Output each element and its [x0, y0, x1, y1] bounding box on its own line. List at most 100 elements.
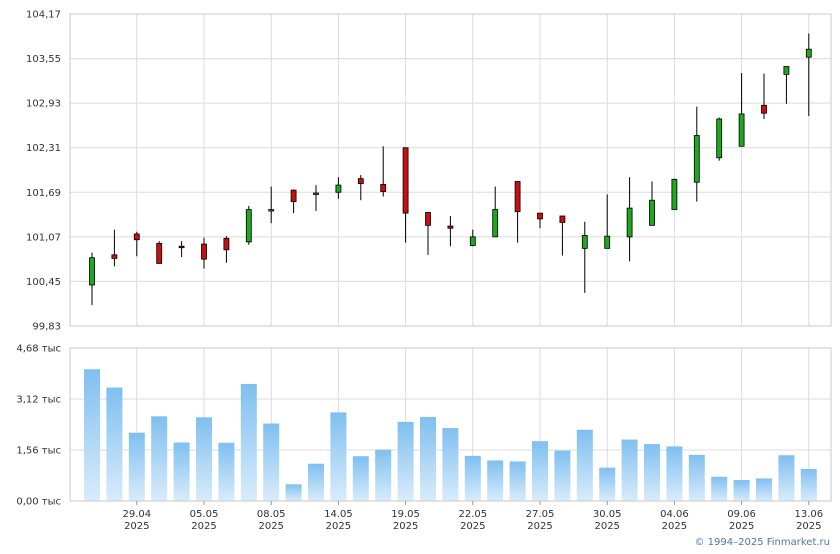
candle	[313, 185, 319, 211]
price-y-tick-label: 102,31	[26, 143, 61, 154]
volume-bar	[285, 484, 302, 501]
candle-body-down	[761, 104, 767, 114]
x-tick-label-year: 2025	[594, 521, 619, 532]
candle-body-up	[469, 236, 476, 246]
candle	[380, 146, 387, 197]
candle-body-up	[313, 192, 319, 195]
volume-bar	[397, 421, 414, 501]
candle-body-down	[402, 147, 409, 214]
x-tick-label-date: 04.06	[660, 509, 689, 520]
candle	[245, 205, 252, 245]
volume-y-tick-label: 4,68 тыс	[16, 344, 61, 355]
volume-y-tick-label: 0,00 тыс	[16, 497, 61, 508]
candle-body-down	[178, 245, 185, 249]
candle	[469, 229, 476, 247]
price-grid	[70, 13, 831, 327]
candle	[89, 252, 95, 306]
volume-y-tick-label: 3,12 тыс	[16, 395, 61, 406]
candle-body-down	[537, 212, 543, 220]
volume-bar	[711, 476, 728, 501]
volume-bar	[464, 455, 481, 501]
volume-y-axis-labels: 4,68 тыс 3,12 тыс 1,56 тыс 0,00 тыс	[16, 344, 61, 508]
candle-body-down	[357, 178, 364, 185]
volume-bar	[688, 454, 705, 501]
volume-bar	[352, 456, 369, 501]
x-tick-label-year: 2025	[393, 521, 418, 532]
volume-bar	[599, 467, 616, 501]
candle-body-down	[425, 212, 431, 226]
candle	[290, 189, 297, 214]
x-tick-label-year: 2025	[258, 521, 283, 532]
volume-bar	[240, 383, 257, 501]
x-tick-label-year: 2025	[662, 521, 687, 532]
candle	[111, 229, 118, 267]
x-tick-label-year: 2025	[729, 521, 754, 532]
price-candles	[89, 33, 812, 306]
candle	[133, 231, 140, 257]
candle	[223, 236, 230, 263]
candle-body-down	[290, 189, 297, 203]
x-tick-label-year: 2025	[124, 521, 149, 532]
x-tick-label-date: 05.05	[190, 509, 219, 520]
candle	[783, 66, 790, 104]
candle-body-up	[626, 207, 633, 238]
candle	[671, 178, 678, 210]
candle	[537, 212, 543, 229]
volume-bar	[218, 442, 235, 501]
price-y-tick-label: 101,07	[26, 232, 61, 243]
candle-body-down	[223, 237, 230, 251]
price-y-tick-label: 100,45	[26, 277, 61, 288]
x-tick-label-date: 14.05	[324, 509, 353, 520]
volume-bar	[576, 429, 593, 501]
candle-body-down	[111, 254, 118, 259]
candle	[761, 73, 767, 119]
volume-bar	[532, 441, 548, 501]
candle	[581, 221, 588, 293]
x-tick-label-date: 08.05	[257, 509, 286, 520]
volume-y-tick-label: 1,56 тыс	[16, 446, 61, 457]
volume-bar	[487, 460, 504, 501]
candle-body-up	[671, 178, 678, 210]
candle	[693, 106, 700, 202]
candle	[425, 212, 431, 255]
candle-body-up	[268, 209, 275, 212]
volume-bar	[196, 417, 212, 501]
candle-body-up	[581, 235, 588, 249]
candle	[805, 33, 812, 117]
candle	[492, 186, 499, 238]
price-y-tick-label: 101,69	[26, 188, 61, 199]
candle-body-up	[738, 113, 745, 147]
candle	[649, 181, 655, 226]
volume-bar	[800, 468, 817, 501]
candle-body-down	[559, 215, 566, 223]
x-tick-label-date: 22.05	[458, 509, 487, 520]
x-tick-label-year: 2025	[527, 521, 552, 532]
volume-bar	[554, 450, 571, 501]
volume-bars	[84, 369, 817, 501]
candle-body-up	[649, 199, 655, 226]
candle	[156, 241, 163, 264]
volume-bar	[375, 449, 392, 501]
candle	[738, 72, 745, 147]
candle-body-down	[447, 225, 454, 229]
x-tick-label-year: 2025	[796, 521, 821, 532]
volume-bar	[778, 455, 795, 501]
volume-panel-frame	[69, 347, 832, 502]
candle	[447, 216, 454, 247]
x-tick-label-date: 30.05	[593, 509, 622, 520]
candle-body-down	[380, 183, 387, 192]
volume-bar	[666, 446, 683, 501]
volume-bar	[128, 432, 145, 501]
candle-body-up	[805, 48, 812, 58]
x-tick-label-date: 27.05	[526, 509, 555, 520]
volume-bar	[173, 442, 190, 501]
volume-bar	[644, 444, 660, 501]
candle-body-down	[514, 181, 521, 213]
candle	[357, 175, 364, 201]
candle-body-up	[693, 135, 700, 183]
volume-bar	[420, 416, 436, 501]
candle	[402, 147, 409, 243]
price-y-tick-label: 104,17	[26, 10, 61, 21]
candle-body-up	[335, 184, 342, 193]
